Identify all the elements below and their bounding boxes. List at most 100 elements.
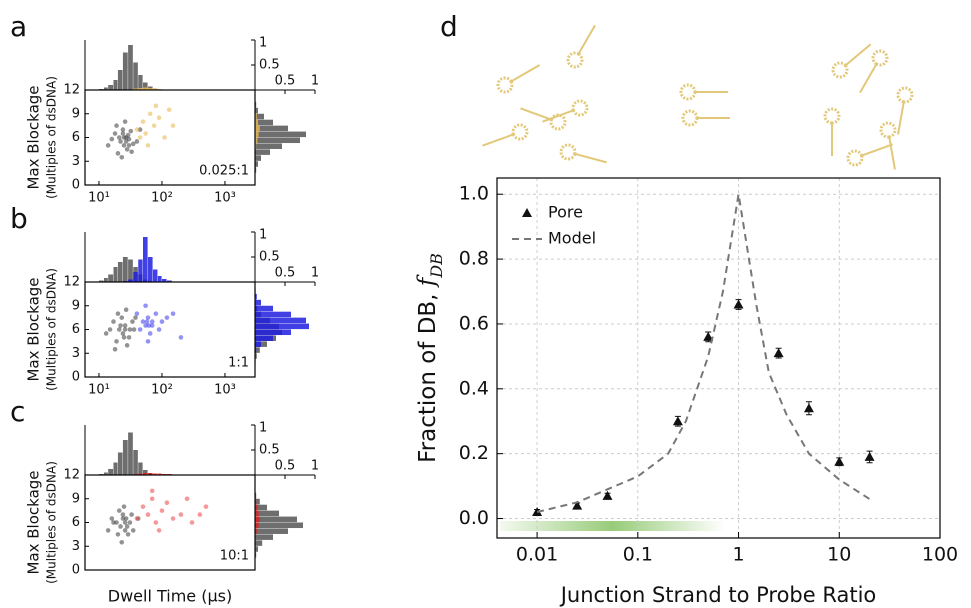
x-axis-label: Dwell Time (µs) bbox=[108, 587, 232, 606]
histogram-bar bbox=[255, 113, 264, 120]
histogram-bar bbox=[255, 125, 288, 132]
y-tick-label: 0.5 bbox=[259, 443, 280, 458]
y-tick-label: 9 bbox=[72, 106, 80, 121]
histogram-bar bbox=[166, 280, 172, 282]
data-point bbox=[134, 139, 140, 144]
data-point bbox=[112, 346, 118, 352]
histogram-bar bbox=[152, 88, 158, 90]
histogram-bar bbox=[147, 257, 153, 282]
data-point bbox=[118, 524, 123, 529]
data-point bbox=[119, 154, 125, 160]
histogram-bar bbox=[255, 492, 257, 499]
x-tick-label: 100 bbox=[922, 544, 958, 566]
y-tick-label: 12 bbox=[63, 275, 80, 290]
data-point bbox=[134, 127, 140, 132]
histogram-bar bbox=[255, 131, 306, 138]
data-point bbox=[733, 299, 744, 309]
data-point bbox=[111, 319, 116, 324]
probe-icon bbox=[482, 123, 529, 147]
histogram-bar bbox=[113, 462, 118, 475]
y-axis-sublabel: (Multiples of dsDNA) bbox=[45, 76, 59, 199]
histogram-bar bbox=[255, 510, 259, 517]
model-line bbox=[536, 194, 871, 514]
data-point bbox=[703, 331, 714, 341]
plot-background bbox=[497, 178, 940, 538]
probe-icon bbox=[679, 83, 728, 101]
y-tick-label: 12 bbox=[63, 83, 80, 98]
histogram-bar bbox=[255, 540, 263, 546]
histogram-bar bbox=[255, 504, 258, 511]
data-point bbox=[128, 128, 134, 134]
data-point bbox=[602, 490, 613, 500]
x-tick-label: 10² bbox=[151, 383, 173, 398]
data-point bbox=[105, 143, 111, 148]
histogram-bar bbox=[128, 432, 133, 475]
data-point bbox=[178, 335, 184, 340]
y-axis-label: Max Blockage bbox=[25, 277, 43, 381]
annotation: 0.025:1 bbox=[199, 164, 249, 179]
histogram-bar bbox=[117, 262, 123, 282]
data-point bbox=[159, 319, 165, 324]
plot-frame bbox=[496, 177, 941, 539]
data-point bbox=[124, 524, 130, 529]
histogram-bar bbox=[138, 259, 143, 282]
data-point bbox=[153, 103, 159, 109]
x-tick-label: 0.5 bbox=[275, 74, 296, 89]
data-point bbox=[133, 315, 138, 320]
histogram-bar bbox=[122, 440, 128, 475]
histogram-bar bbox=[133, 62, 138, 90]
histogram-bar bbox=[108, 469, 114, 475]
data-point bbox=[156, 528, 162, 533]
y-axis-label: Max Blockage bbox=[25, 470, 43, 574]
histogram-bar bbox=[255, 317, 306, 324]
data-point bbox=[122, 520, 128, 525]
data-point bbox=[121, 504, 127, 509]
data-point bbox=[118, 139, 123, 144]
histogram-bar bbox=[255, 323, 309, 330]
probe-head bbox=[681, 109, 699, 127]
histogram-bar bbox=[138, 88, 143, 90]
data-point bbox=[140, 119, 146, 124]
y-tick-label: 1 bbox=[259, 228, 267, 243]
y-tick-label: 0.2 bbox=[459, 442, 489, 464]
probe-head bbox=[879, 121, 897, 139]
histogram-bar bbox=[255, 528, 257, 534]
histogram-bar bbox=[157, 473, 162, 475]
data-point bbox=[124, 343, 130, 348]
data-point bbox=[864, 451, 875, 461]
data-point bbox=[126, 335, 132, 340]
data-point bbox=[146, 323, 152, 328]
probe-icon bbox=[846, 143, 893, 167]
y-tick-label: 0.6 bbox=[459, 312, 489, 334]
histogram-bar bbox=[142, 470, 148, 475]
y-tick-label: 3 bbox=[72, 539, 80, 554]
probe-icon bbox=[681, 109, 730, 127]
histogram-bar bbox=[142, 82, 148, 90]
data-point bbox=[114, 520, 119, 525]
histogram-bar bbox=[103, 278, 108, 282]
x-tick-label: 10³ bbox=[214, 383, 236, 398]
y-tick-label: 0 bbox=[72, 563, 80, 578]
data-point bbox=[120, 512, 126, 517]
y-tick-label: 6 bbox=[72, 322, 80, 337]
x-tick-label: 0.01 bbox=[516, 544, 558, 566]
data-point bbox=[134, 516, 140, 521]
data-point bbox=[151, 123, 157, 128]
y-tick-label: 0.5 bbox=[259, 250, 280, 265]
data-point bbox=[109, 136, 115, 142]
data-point bbox=[145, 339, 151, 344]
probe-head bbox=[679, 83, 697, 101]
histogram-bar bbox=[255, 522, 259, 529]
probe-stem bbox=[862, 143, 893, 157]
histogram-bar bbox=[133, 88, 138, 90]
probe-stem bbox=[845, 43, 872, 66]
data-point bbox=[149, 496, 155, 502]
histogram-bar bbox=[255, 329, 291, 336]
data-point bbox=[115, 311, 121, 316]
data-point bbox=[143, 323, 148, 328]
data-point bbox=[116, 135, 122, 140]
histogram-bar bbox=[255, 510, 279, 517]
y-tick-label: 3 bbox=[72, 346, 80, 361]
data-point bbox=[116, 508, 122, 513]
histogram-bar bbox=[255, 143, 282, 149]
